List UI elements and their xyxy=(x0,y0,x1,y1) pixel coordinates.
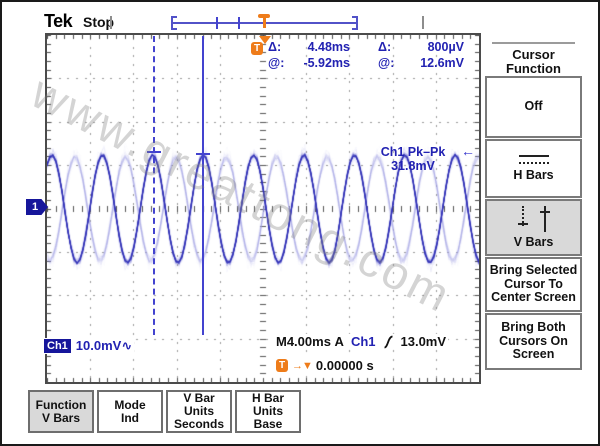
cursor-readout: T Δ: 4.48ms Δ: 800µV @: -5.92ms @: 12.6m… xyxy=(251,40,464,70)
trigger-position-marker-icon xyxy=(259,36,271,44)
bottom-button-function-line1: Function xyxy=(35,397,87,412)
side-button-bring-selected-cursor[interactable]: Bring Selected Cursor To Center Screen xyxy=(485,257,582,312)
bottom-button-mode-line2: Ind xyxy=(121,410,139,425)
side-button-v-bars-label: V Bars xyxy=(513,234,554,249)
bottom-button-vbar-units-line1: V Bar xyxy=(183,391,215,405)
h-bars-icon xyxy=(518,154,549,164)
delta-time-value: 4.48ms xyxy=(307,40,350,54)
side-menu-title: Cursor Function xyxy=(485,42,582,76)
graticule xyxy=(45,33,481,384)
bottom-button-hbar-units-line3: Base xyxy=(253,417,283,431)
bottom-button-vbar-units[interactable]: V Bar Units Seconds xyxy=(166,390,232,433)
bottom-button-function-line2: V Bars xyxy=(41,410,81,425)
vbar-cursor-1-level-tick xyxy=(147,151,161,153)
side-button-v-bars[interactable]: V Bars xyxy=(485,199,582,256)
pkpk-value: 31.8mV xyxy=(391,159,435,173)
channel1-badge: Ch1 xyxy=(44,339,71,353)
channel1-scale-value: 10.0mV xyxy=(75,338,122,353)
record-bar-cursor1-icon xyxy=(216,17,218,29)
acq-mode: A xyxy=(334,334,344,349)
side-menu-title-line2: Function xyxy=(506,61,561,76)
trigger-time-readout: T →▼ 0.00000 s xyxy=(274,358,376,373)
trigger-level-value: 13.0mV xyxy=(400,334,447,349)
record-bar-cursor2-icon xyxy=(238,17,240,29)
record-view-left-edge-tick xyxy=(110,16,112,29)
record-window-left-bracket xyxy=(171,16,177,30)
trigger-source: Ch1 xyxy=(350,334,376,349)
waveform-display xyxy=(47,35,479,382)
bottom-button-hbar-units-line1: H Bar xyxy=(251,391,284,405)
bottom-button-vbar-units-line3: Seconds xyxy=(173,417,224,431)
timebase-value: M4.00ms xyxy=(276,334,331,349)
vbar-cursor-1[interactable] xyxy=(153,36,155,335)
at-time-value: -5.92ms xyxy=(303,56,350,70)
side-button-bring-both-cursors[interactable]: Bring Both Cursors On Screen xyxy=(485,313,582,370)
side-button-h-bars[interactable]: H Bars xyxy=(485,139,582,198)
trigger-time-badge-icon: T xyxy=(276,359,288,372)
bottom-button-hbar-units-line2: Units xyxy=(253,404,283,418)
vbar-cursor-2-level-tick xyxy=(196,153,210,155)
pkpk-readout: Ch1 Pk–Pk 31.8mV xyxy=(368,145,458,173)
record-window-right-bracket xyxy=(352,16,358,30)
trigger-badge-icon: T xyxy=(251,42,263,55)
side-button-bring-both-label: Bring Both Cursors On Screen xyxy=(499,320,568,362)
horizontal-readout: M4.00ms A Ch1 13.0mV xyxy=(274,334,449,349)
channel1-position-marker[interactable]: 1 xyxy=(26,199,48,215)
side-menu-rule xyxy=(492,42,575,44)
pkpk-left-arrow-icon: ← xyxy=(461,143,475,159)
at-volts-label: @: xyxy=(378,56,395,70)
side-button-off-label: Off xyxy=(524,99,543,114)
v-bars-icon xyxy=(517,205,550,232)
tek-logo: Tek xyxy=(44,11,73,31)
record-bar-trigger-icon-stem xyxy=(263,16,266,28)
at-volts-value: 12.6mV xyxy=(420,56,464,70)
bottom-button-mode[interactable]: Mode Ind xyxy=(97,390,163,433)
delta-volts-value: 800µV xyxy=(427,40,464,54)
delta-volts-label: Δ: xyxy=(378,40,392,54)
bottom-button-vbar-units-line2: Units xyxy=(184,404,214,418)
side-button-h-bars-label: H Bars xyxy=(513,167,554,182)
channel1-scale-readout: Ch1 10.0mV∿ xyxy=(42,338,135,354)
acquisition-state: Stop xyxy=(83,14,115,30)
coupling-icon: ∿ xyxy=(121,338,133,353)
side-button-bring-selected-label: Bring Selected Cursor To Center Screen xyxy=(489,263,578,305)
delta-time-label: Δ: xyxy=(268,40,282,54)
vbar-cursor-2[interactable] xyxy=(202,36,204,335)
side-button-off[interactable]: Off xyxy=(485,76,582,138)
trigger-delay-arrows-icon: →▼ xyxy=(292,359,313,372)
rising-slope-icon xyxy=(383,335,393,348)
pkpk-source: Ch1 Pk–Pk xyxy=(380,145,446,159)
bottom-button-mode-line1: Mode xyxy=(114,397,146,412)
record-view-right-edge-tick xyxy=(422,16,424,29)
bottom-button-hbar-units[interactable]: H Bar Units Base xyxy=(235,390,301,433)
trigger-time-value: 0.00000 s xyxy=(315,358,374,373)
at-time-label: @: xyxy=(268,56,285,70)
side-menu-title-line1: Cursor xyxy=(512,47,555,62)
bottom-button-function[interactable]: Function V Bars xyxy=(28,390,94,433)
